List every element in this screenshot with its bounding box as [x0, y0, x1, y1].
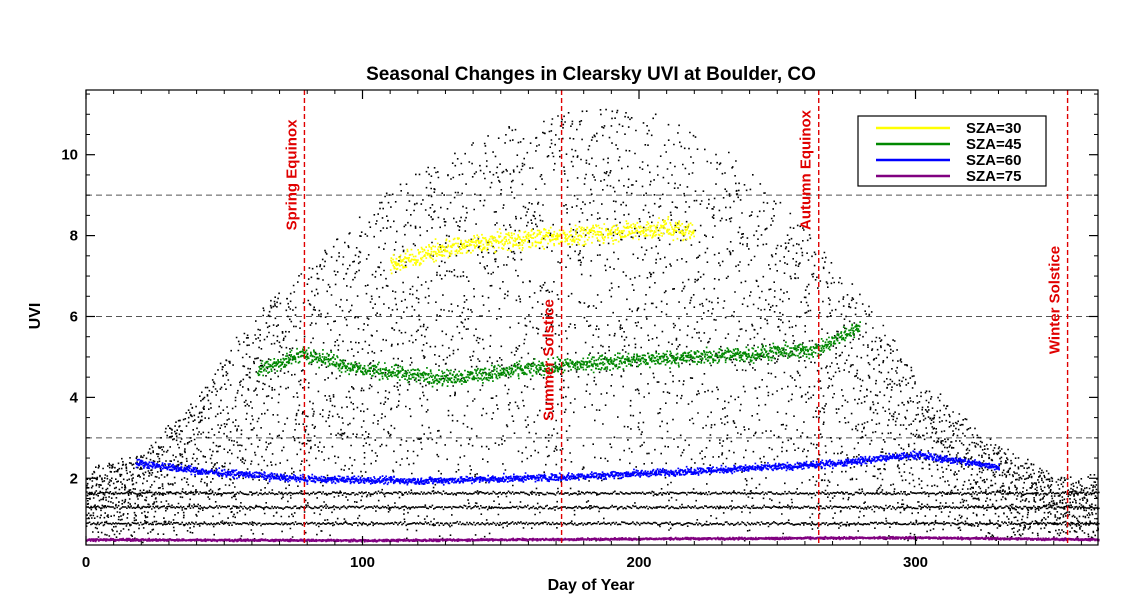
chart-title: Seasonal Changes in Clearsky UVI at Boul… — [366, 64, 816, 85]
y-tick-label: 10 — [61, 147, 78, 164]
y-tick-label: 2 — [70, 470, 78, 487]
scatter-series-sza45 — [256, 321, 861, 388]
y-tick-label: 8 — [70, 228, 78, 245]
event-label-winter-solstice: Winter Solstice — [1047, 246, 1064, 354]
x-tick-label: 300 — [903, 554, 928, 571]
reference-lines — [86, 194, 1098, 439]
legend-entry-label: SZA=60 — [966, 152, 1021, 169]
scatter-series-sza75 — [86, 535, 1100, 543]
plot-frame — [85, 89, 1099, 546]
x-tick-label: 0 — [82, 554, 90, 571]
y-axis-label: UVI — [27, 303, 44, 330]
scatter-series-sza30 — [389, 216, 695, 275]
legend-entry-label: SZA=75 — [966, 168, 1021, 185]
legend-entry-label: SZA=45 — [966, 136, 1021, 153]
event-label-summer-solstice: Summer Solstice — [541, 299, 558, 421]
x-tick-label: 200 — [626, 554, 651, 571]
y-tick-label: 4 — [70, 389, 79, 406]
scatter-series-sza60 — [135, 450, 1001, 486]
event-label-spring-equinox: Spring Equinox — [283, 119, 300, 230]
y-tick-label: 6 — [70, 308, 78, 325]
event-label-autumn-equinox: Autumn Equinox — [798, 109, 815, 230]
event-lines: Spring Equinox Summer Solstice Autumn Equi… — [283, 90, 1069, 545]
scatter-points — [85, 108, 1100, 544]
axes: 0 100 200 300 2 4 6 8 10 — [61, 89, 1099, 571]
x-tick-label: 100 — [350, 554, 375, 571]
legend-entry-label: SZA=30 — [966, 120, 1021, 137]
x-axis-label: Day of Year — [548, 577, 635, 594]
